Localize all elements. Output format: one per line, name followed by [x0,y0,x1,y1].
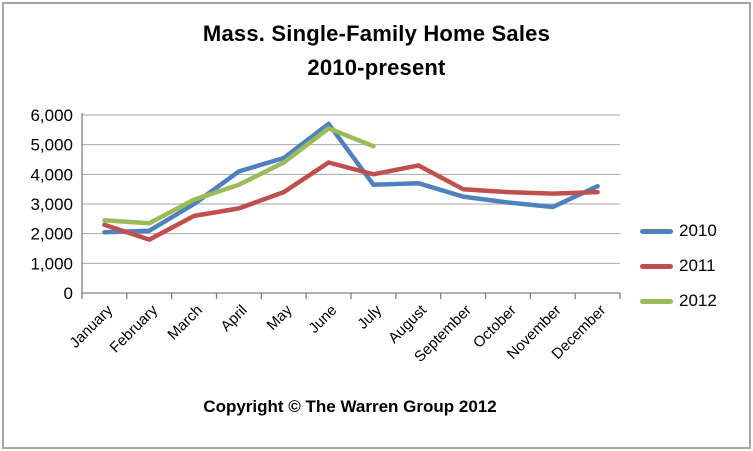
y-tick-label: 1,000 [30,254,73,273]
series-line-2012 [102,126,376,226]
legend-item-2012: 2012 [640,291,717,311]
x-tick-label: July [354,301,385,332]
y-tick-label: 6,000 [30,106,73,125]
legend-label-2012: 2012 [679,291,717,310]
y-tick-label: 0 [64,284,73,303]
x-tick-label: May [264,301,296,333]
series-line-2010 [102,121,600,235]
legend-label-2011: 2011 [679,256,716,275]
chart-legend: 2010 2011 2012 [640,221,717,311]
y-tick-label: 2,000 [30,225,73,244]
y-axis-labels: 0 1,000 2,000 3,000 4,000 5,000 6,000 [30,106,73,303]
x-tick-label: June [305,302,340,337]
legend-label-2010: 2010 [679,221,717,240]
chart-title-line1: Mass. Single-Family Home Sales [202,21,551,46]
y-tick-label: 4,000 [30,165,73,184]
x-tick-label: April [218,302,251,335]
legend-swatch-2010-line [640,228,673,234]
y-tick-label: 3,000 [30,195,73,214]
legend-item-2011: 2011 [640,256,717,276]
copyright-text: Copyright © The Warren Group 2012 [203,397,497,416]
chart-title: Mass. Single-Family Home Sales 2010-pres… [0,17,753,85]
x-tick-label: February [107,301,162,356]
axes [81,113,621,299]
legend-item-2010: 2010 [640,221,717,241]
legend-swatch-2011-line [640,263,673,269]
x-tick-label: March [164,302,205,343]
chart-title-line2: 2010-present [307,55,446,80]
legend-swatch-2012-line [640,298,673,304]
series-line-2011 [102,160,600,242]
y-tick-label: 5,000 [30,136,73,155]
